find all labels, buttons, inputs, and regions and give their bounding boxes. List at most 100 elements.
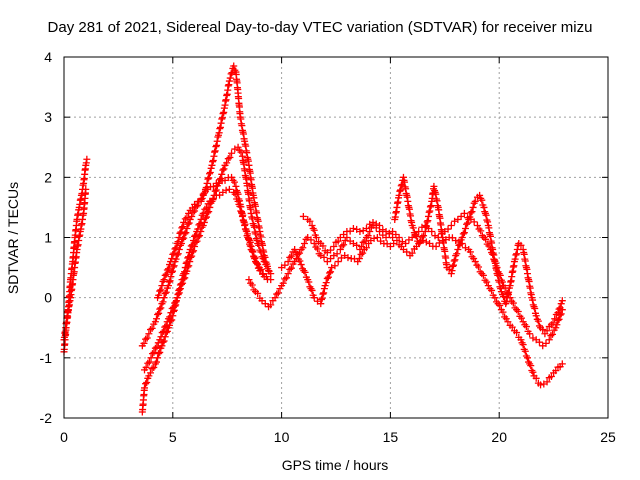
data-point [222, 186, 230, 194]
data-point [284, 258, 292, 266]
data-point [210, 152, 218, 160]
data-point [457, 212, 465, 220]
data-point [476, 191, 484, 199]
data-point [209, 158, 217, 166]
data-point [151, 318, 159, 326]
data-point [228, 149, 236, 157]
data-point [449, 262, 457, 270]
data-point [245, 235, 253, 243]
data-point [160, 294, 168, 302]
data-point [234, 190, 242, 198]
data-point [174, 238, 182, 246]
data-point [218, 170, 226, 178]
data-point [155, 350, 163, 358]
data-point [427, 202, 435, 210]
data-point [527, 362, 535, 370]
data-point [162, 322, 170, 330]
data-point [512, 251, 520, 259]
data-point [265, 267, 273, 275]
data-point [460, 209, 468, 217]
data-point [287, 252, 295, 260]
data-point [503, 294, 511, 302]
data-point [168, 305, 176, 312]
data-point [307, 236, 315, 244]
data-point [454, 246, 462, 254]
data-point [162, 270, 170, 278]
data-point [418, 233, 426, 241]
data-point [497, 285, 505, 293]
data-point [204, 209, 212, 217]
data-point [451, 256, 459, 264]
data-point [397, 186, 405, 194]
data-point [344, 254, 352, 262]
data-point [479, 271, 487, 279]
data-point [468, 208, 476, 216]
data-point [207, 164, 215, 172]
data-point [554, 309, 562, 317]
data-point [183, 214, 191, 222]
data-point [216, 176, 224, 184]
data-point [156, 287, 164, 295]
data-point [281, 261, 289, 269]
data-point [181, 215, 189, 223]
data-point [220, 104, 228, 112]
data-point [166, 313, 174, 321]
data-point [475, 263, 483, 271]
data-point [140, 339, 148, 347]
data-point [330, 243, 338, 251]
data-point [148, 365, 156, 373]
data-point [299, 244, 307, 252]
data-point [370, 234, 378, 242]
data-point [466, 248, 474, 256]
data-point [354, 258, 362, 266]
data-point [209, 196, 217, 204]
data-point [83, 155, 91, 163]
data-point [310, 226, 318, 234]
data-point [422, 223, 430, 231]
data-point [211, 147, 219, 155]
y-tick-label: -2 [40, 410, 53, 426]
x-tick-label: 10 [274, 429, 290, 445]
data-point [353, 241, 361, 249]
data-point [163, 266, 171, 274]
data-point [159, 327, 167, 335]
data-point [170, 249, 178, 257]
data-point [184, 220, 192, 228]
data-point [226, 74, 234, 82]
data-point [321, 282, 329, 290]
data-point [514, 308, 522, 316]
data-point [205, 174, 213, 182]
data-point [500, 292, 508, 300]
data-point [224, 155, 232, 163]
data-point [310, 294, 318, 302]
data-point [508, 323, 516, 331]
data-point [300, 240, 308, 248]
data-point [273, 290, 281, 298]
data-point [201, 205, 209, 213]
data-point [169, 263, 177, 271]
data-point [308, 221, 316, 229]
data-point [258, 297, 266, 305]
data-point [320, 253, 328, 261]
data-point [293, 250, 301, 258]
data-point [211, 187, 219, 195]
data-point [274, 289, 282, 297]
data-point [390, 240, 398, 248]
data-point [196, 232, 204, 240]
data-point [549, 319, 557, 327]
data-point [362, 244, 370, 252]
data-point [157, 333, 165, 341]
data-point [216, 125, 224, 133]
y-tick-label: 4 [44, 49, 52, 65]
data-point [160, 337, 168, 345]
data-point [234, 143, 242, 151]
data-point [150, 363, 158, 371]
data-point [228, 173, 236, 181]
data-point [162, 288, 170, 296]
data-point [218, 115, 226, 123]
data-point [534, 317, 542, 325]
data-point [186, 258, 194, 266]
data-point [448, 267, 456, 275]
data-point [551, 315, 559, 323]
